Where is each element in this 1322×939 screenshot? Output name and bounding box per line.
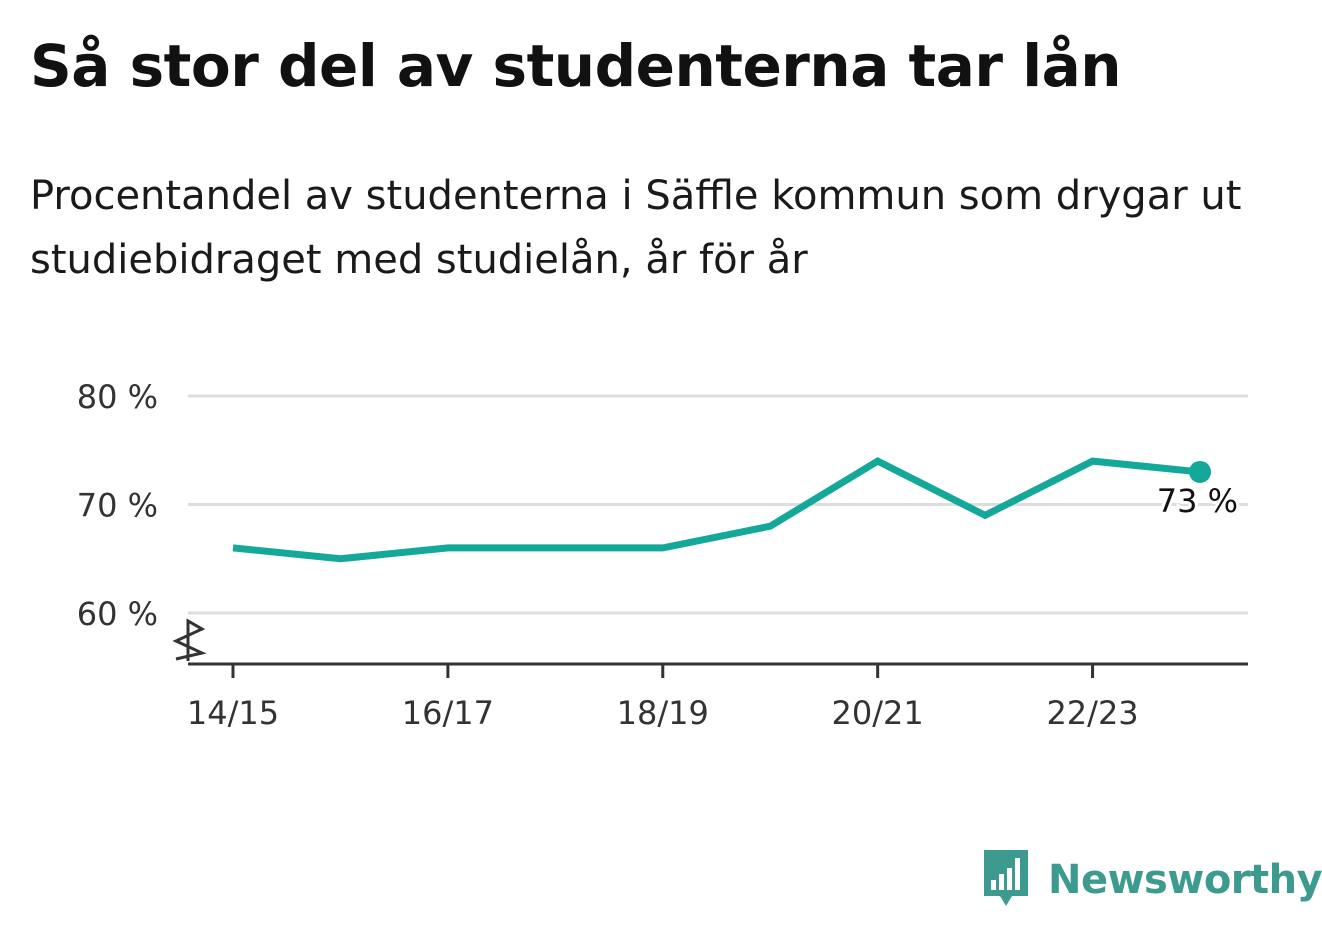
y-axis-break [172, 618, 207, 661]
x-tick-label: 22/23 [1046, 694, 1138, 732]
chart-subtitle: Procentandel av studenterna i Säffle kom… [30, 173, 1242, 283]
y-tick-label: 70 % [77, 487, 158, 525]
newsworthy-logo-icon [984, 850, 1028, 906]
x-tick-label: 20/21 [832, 694, 924, 732]
line-chart: 60 % 70 % 80 % 14/15 16/17 18/19 20/21 22/23 73 … [77, 378, 1248, 732]
x-tick-label: 16/17 [402, 694, 494, 732]
x-tick-label: 14/15 [187, 694, 279, 732]
series-line [232, 457, 1201, 563]
y-tick-label: 60 % [77, 595, 158, 633]
y-tick-label: 80 % [77, 378, 158, 416]
brand-logo: Newsworthy [980, 848, 1322, 912]
chart-title: Så stor del av studenterna tar lån [30, 32, 1122, 100]
end-value-label: 73 % [1157, 482, 1238, 520]
brand-name: Newsworthy [1048, 857, 1322, 903]
x-tick-label: 18/19 [617, 694, 709, 732]
series-end-point [1189, 460, 1211, 483]
